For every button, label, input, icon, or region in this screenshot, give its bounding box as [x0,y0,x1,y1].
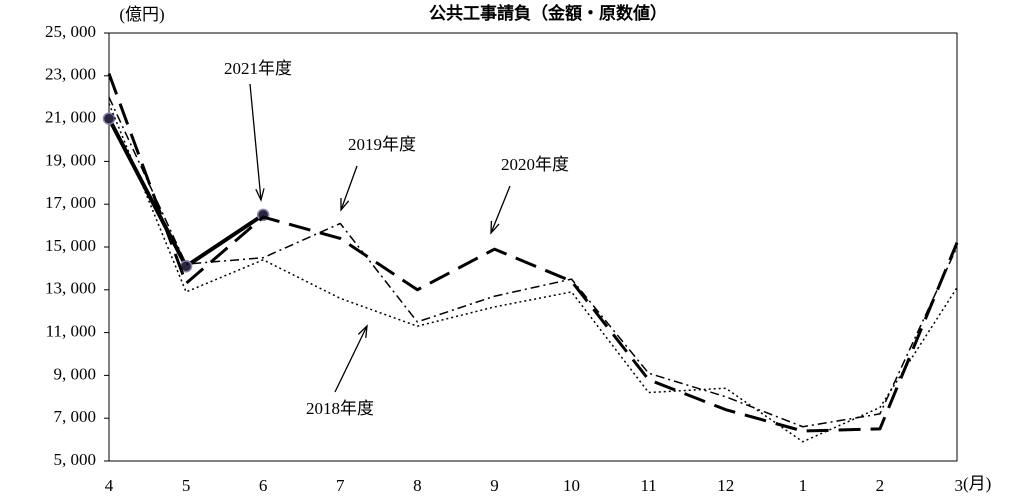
x-tick-label: 3 [955,476,964,495]
x-tick-label: 8 [413,476,422,495]
annotation-arrow [340,165,358,211]
annotation-arrow [490,185,511,234]
x-tick-label: 9 [490,476,499,495]
series-annotation: 2018年度 [306,399,374,418]
x-tick-label: 10 [563,476,580,495]
y-tick-label: 15, 000 [45,236,96,255]
y-tick-label: 19, 000 [45,150,96,169]
y-axis-label: (億円) [119,5,164,24]
arrow-head [490,220,500,235]
series-line [107,73,959,433]
y-tick-label: 9, 000 [54,364,97,383]
y-tick-label: 11, 000 [46,322,96,341]
series-annotation: 2019年度 [348,135,416,154]
series-annotation: 2020年度 [501,155,569,174]
y-tick-label: 7, 000 [54,407,97,426]
x-tick-label: 1 [799,476,808,495]
chart-title: 公共工事請負（金額・原数値） [429,3,667,24]
series-line [108,96,958,428]
x-tick-label: 11 [640,476,656,495]
annotation-arrow [334,325,368,393]
x-tick-label: 2 [876,476,885,495]
x-tick-label: 5 [182,476,191,495]
annotation-arrow [249,83,262,201]
series-annotation: 2021年度 [224,59,292,78]
x-tick-label: 4 [105,476,114,495]
arrow-head [255,188,265,202]
arrow-head [340,197,350,212]
plot-frame [108,32,958,462]
arrow-head [357,324,368,339]
x-tick-label: 7 [336,476,345,495]
y-tick-label: 25, 000 [45,22,96,41]
y-tick-label: 23, 000 [45,65,96,84]
x-tick-label: 6 [259,476,268,495]
y-tick-label: 5, 000 [54,450,97,469]
y-tick-label: 17, 000 [45,193,96,212]
x-axis-label: (月) [963,474,991,493]
y-tick-label: 13, 000 [45,279,96,298]
y-tick-label: 21, 000 [45,108,96,127]
x-tick-label: 12 [717,476,734,495]
